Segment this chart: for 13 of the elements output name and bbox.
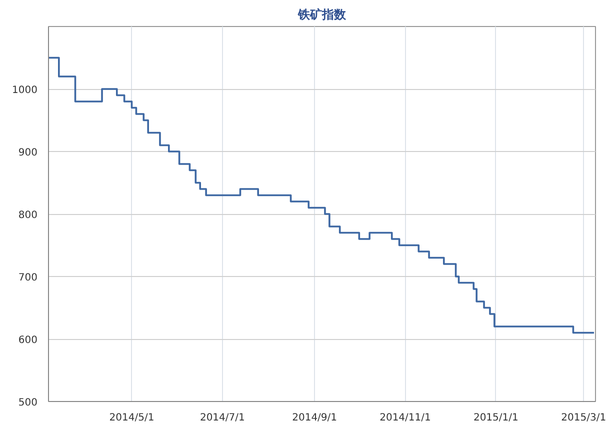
y-tick-label: 700 xyxy=(18,272,38,284)
x-tick-label: 2014/11/1 xyxy=(380,412,431,424)
y-tick-label: 500 xyxy=(18,398,38,408)
y-tick-label: 600 xyxy=(18,335,38,346)
x-tick-label: 2014/5/1 xyxy=(109,412,154,424)
x-tick-label: 2014/9/1 xyxy=(292,412,338,424)
x-tick-label: 2015/3/1 xyxy=(561,412,606,424)
y-tick-label: 1000 xyxy=(12,85,38,96)
x-tick-label: 2014/7/1 xyxy=(200,412,245,424)
chart-title: 铁矿指数 xyxy=(297,8,347,22)
y-tick-label: 800 xyxy=(18,210,38,221)
x-tick-label: 2015/1/1 xyxy=(473,412,518,424)
y-tick-label: 900 xyxy=(18,148,38,158)
